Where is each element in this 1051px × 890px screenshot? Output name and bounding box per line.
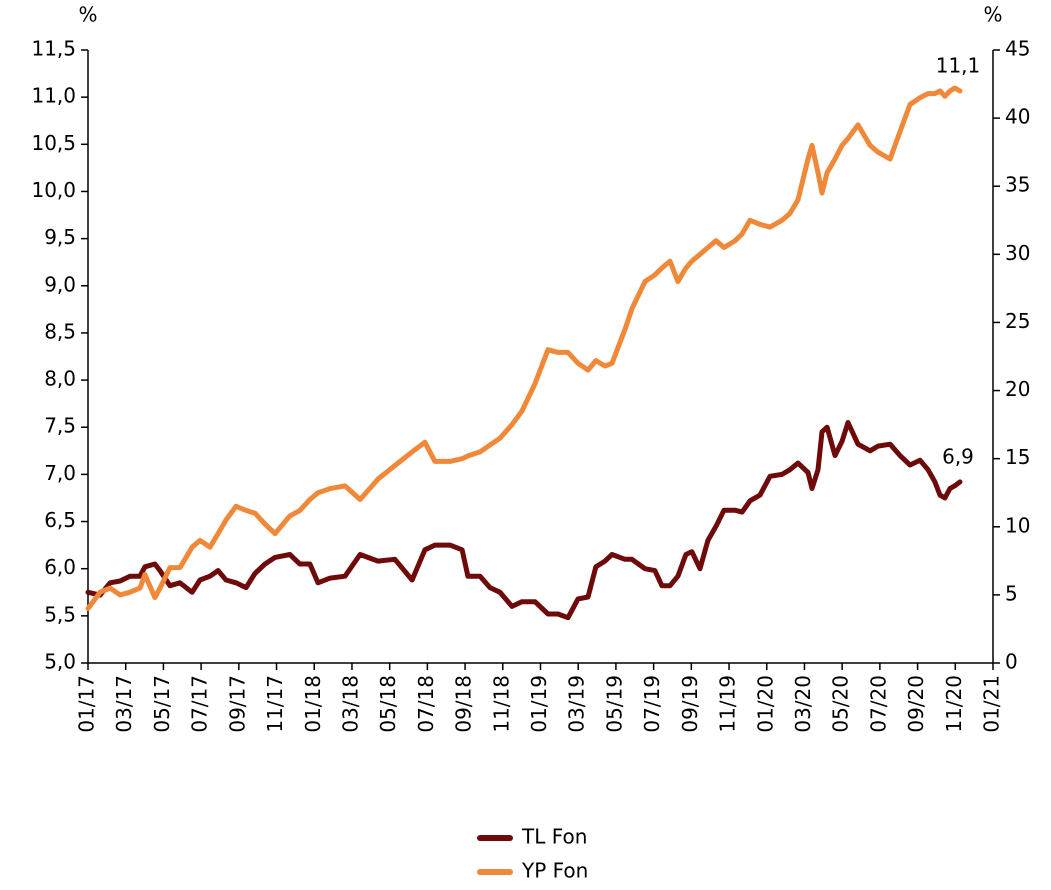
x-tick-label: 01/20	[753, 675, 777, 733]
y-tick-label: 9,5	[44, 225, 76, 249]
y2-axis-label: %	[983, 3, 1002, 27]
y-tick-label: 11,0	[31, 84, 76, 108]
y2-tick-label: 15	[1005, 445, 1030, 469]
x-tick-label: 03/17	[112, 675, 136, 733]
y-tick-label: 6,0	[44, 555, 76, 579]
y2-tick-label: 40	[1005, 105, 1030, 129]
y2-tick-label: 0	[1005, 650, 1018, 674]
x-tick-label: 09/20	[904, 675, 928, 733]
y-axis-label: %	[78, 3, 97, 27]
y-tick-label: 8,0	[44, 367, 76, 391]
x-tick-label: 11/20	[942, 675, 966, 733]
y-tick-label: 6,5	[44, 508, 76, 532]
y2-tick-label: 25	[1005, 309, 1030, 333]
x-tick-label: 05/19	[602, 675, 626, 733]
x-tick-label: 01/19	[527, 675, 551, 733]
x-tick-label: 09/17	[225, 675, 249, 733]
series-line	[85, 420, 963, 621]
y-tick-label: 7,0	[44, 461, 76, 485]
y-tick-label: 10,0	[31, 178, 76, 202]
x-tick-label: 01/21	[980, 675, 1004, 733]
annotation: 6,9	[942, 444, 974, 468]
x-tick-label: 09/18	[452, 675, 476, 733]
y-tick-label: 7,5	[44, 414, 76, 438]
x-tick-label: 11/19	[716, 675, 740, 733]
y-tick-label: 8,5	[44, 319, 76, 343]
y-tick-label: 10,5	[31, 131, 76, 155]
legend-label: YP Fon	[521, 859, 588, 883]
legend-label: TL Fon	[521, 825, 587, 849]
y-tick-label: 5,0	[44, 650, 76, 674]
x-tick-label: 07/19	[640, 675, 664, 733]
y-tick-label: 9,0	[44, 272, 76, 296]
x-tick-label: 01/18	[301, 675, 325, 733]
annotation: 11,1	[936, 53, 981, 77]
x-tick-label: 11/17	[263, 675, 287, 733]
x-tick-label: 05/17	[150, 675, 174, 733]
y-tick-label: 11,5	[31, 37, 76, 61]
x-tick-label: 05/18	[376, 675, 400, 733]
x-tick-label: 07/17	[188, 675, 212, 733]
x-tick-label: 09/19	[678, 675, 702, 733]
x-tick-label: 01/17	[75, 675, 99, 733]
x-tick-label: 03/20	[791, 675, 815, 733]
y2-tick-label: 45	[1005, 37, 1030, 61]
x-tick-label: 07/20	[866, 675, 890, 733]
series-line	[85, 85, 963, 611]
x-tick-label: 07/18	[414, 675, 438, 733]
y2-tick-label: 20	[1005, 377, 1030, 401]
x-tick-label: 03/19	[565, 675, 589, 733]
y2-tick-label: 30	[1005, 241, 1030, 265]
x-tick-label: 03/18	[338, 675, 362, 733]
x-tick-label: 11/18	[489, 675, 513, 733]
x-tick-label: 05/20	[829, 675, 853, 733]
y2-tick-label: 35	[1005, 173, 1030, 197]
y2-tick-label: 10	[1005, 513, 1030, 537]
y-tick-label: 5,5	[44, 602, 76, 626]
y2-tick-label: 5	[1005, 581, 1018, 605]
